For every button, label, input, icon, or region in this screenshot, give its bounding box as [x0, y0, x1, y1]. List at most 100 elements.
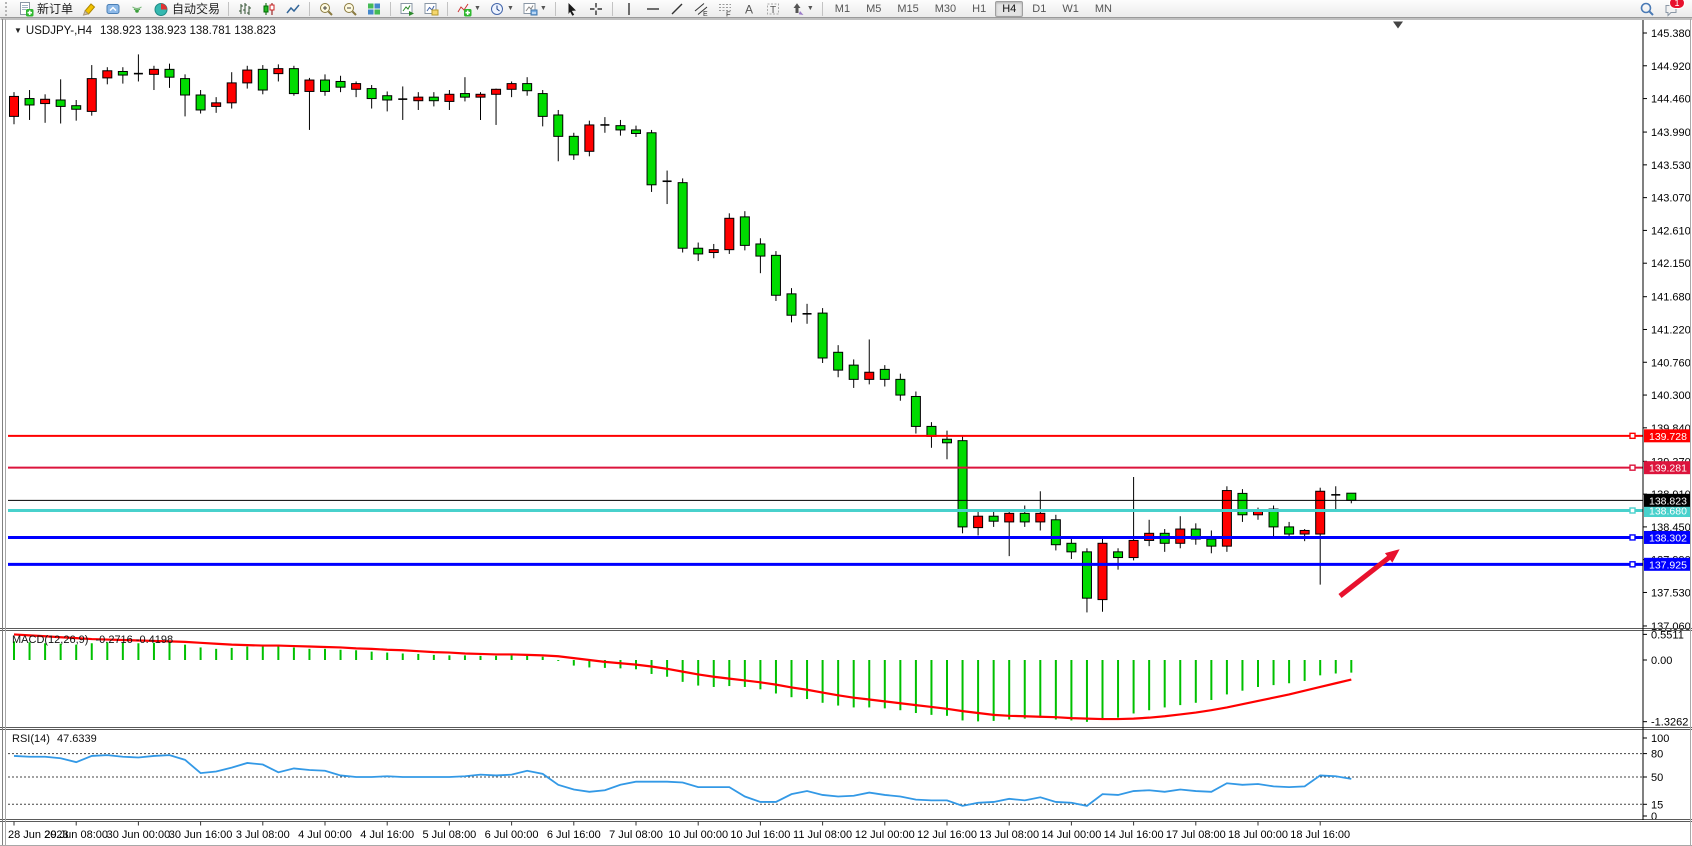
hline-object-139.728[interactable] — [8, 432, 1643, 440]
line-chart-button[interactable] — [282, 0, 304, 18]
svg-text:0: 0 — [1651, 811, 1657, 823]
crosshair-button[interactable] — [585, 0, 607, 18]
macd-name: MACD(12,26,9) — [12, 634, 89, 646]
tile-windows-icon — [368, 3, 381, 14]
search-button[interactable] — [1636, 0, 1658, 18]
hline-object-138.680[interactable] — [8, 507, 1643, 514]
trend-arrow-annotation[interactable] — [1338, 549, 1400, 598]
svg-text:139.281: 139.281 — [1649, 463, 1687, 475]
indicators-dropdown-caret: ▼ — [474, 5, 481, 12]
svg-text:50: 50 — [1651, 772, 1663, 784]
new-order-button[interactable]: 新订单 — [15, 0, 76, 18]
svg-text:144.460: 144.460 — [1651, 94, 1691, 106]
periods-clock-icon — [490, 2, 503, 15]
text-button[interactable]: A — [738, 0, 760, 18]
cursor-button[interactable] — [561, 0, 583, 18]
highlighter-button[interactable] — [78, 0, 100, 18]
indicators-button[interactable]: ▼ — [453, 0, 484, 18]
templates-button[interactable]: ▼ — [519, 0, 550, 18]
price-tag-138.302: 138.302 — [1644, 530, 1691, 544]
zoom-in-button[interactable] — [315, 0, 337, 18]
svg-text:13 Jul 08:00: 13 Jul 08:00 — [979, 829, 1039, 841]
vertical-line-button[interactable] — [618, 0, 640, 18]
price-tag-139.281: 139.281 — [1644, 461, 1691, 475]
svg-text:15: 15 — [1651, 799, 1663, 811]
crosshair-icon — [589, 2, 602, 15]
svg-text:0.00: 0.00 — [1651, 655, 1672, 667]
equidistant-channel-button[interactable]: E — [690, 0, 712, 18]
svg-text:F: F — [726, 9, 731, 17]
arrows-dropdown-caret: ▼ — [806, 5, 814, 12]
timeframe-button-mn[interactable]: MN — [1094, 2, 1112, 15]
vertical-line-icon — [628, 2, 630, 15]
svg-text:138.302: 138.302 — [1649, 532, 1687, 544]
search-icon — [1640, 2, 1654, 16]
timeframe-button-w1[interactable]: W1 — [1062, 2, 1079, 15]
hline-object-139.281[interactable] — [8, 464, 1643, 471]
toolbar-separator — [228, 1, 230, 16]
tile-windows-button[interactable] — [363, 0, 385, 18]
svg-text:143.070: 143.070 — [1651, 193, 1691, 205]
macd-signal-line — [13, 633, 1352, 721]
svg-text:A: A — [745, 2, 753, 16]
timeframe-button-m1[interactable]: M1 — [834, 2, 851, 15]
timeframe-button-d1[interactable]: D1 — [1032, 2, 1047, 15]
cursor-icon — [568, 2, 576, 16]
zoom-out-icon — [344, 2, 357, 16]
horizontal-line-button[interactable] — [642, 0, 664, 18]
svg-text:E: E — [703, 11, 708, 17]
svg-text:3 Jul 08:00: 3 Jul 08:00 — [236, 829, 290, 841]
svg-text:18 Jul 16:00: 18 Jul 16:00 — [1290, 829, 1350, 841]
arrows-button[interactable]: ▼ — [786, 0, 817, 18]
chart-shift-marker[interactable] — [1393, 21, 1403, 29]
trendline-icon — [671, 3, 683, 14]
price-axis[interactable]: 145.380 144.920 144.460 143.990 143.530 143.0… — [1643, 18, 1692, 820]
timeframe-button-m30[interactable]: M30 — [934, 2, 957, 15]
bar-chart-button[interactable] — [234, 0, 256, 18]
svg-text:7 Jul 08:00: 7 Jul 08:00 — [609, 829, 663, 841]
rsi-line — [13, 754, 1352, 807]
publish-chart-button[interactable] — [102, 0, 124, 18]
fibonacci-button[interactable]: F — [714, 0, 736, 18]
text-label-button[interactable]: T — [762, 0, 784, 18]
timeframe-button-m5[interactable]: M5 — [866, 2, 882, 15]
svg-text:11 Jul 08:00: 11 Jul 08:00 — [793, 829, 852, 841]
candlestick-chart-button[interactable] — [258, 0, 280, 18]
toolbar-separator — [447, 1, 449, 16]
chart-window[interactable]: 145.380 144.920 144.460 143.990 143.530 143.0… — [0, 18, 1692, 846]
current-price-tag: 138.823 — [1644, 493, 1691, 507]
chart-profiles-icon — [424, 2, 439, 15]
chart-canvas[interactable]: 145.380 144.920 144.460 143.990 143.530 143.0… — [0, 18, 1692, 846]
equidistant-channel-icon: E — [694, 2, 708, 17]
svg-text:142.610: 142.610 — [1651, 225, 1691, 237]
toolbar-drag-handle[interactable] — [5, 1, 11, 16]
hline-object-138.302[interactable] — [8, 534, 1643, 541]
chart-ohlc-values: 138.923 138.923 138.781 138.823 — [99, 25, 276, 37]
hline-object-137.925[interactable] — [8, 561, 1643, 568]
autotrade-button[interactable]: 自动交易 — [150, 0, 223, 18]
svg-text:29 Jun 08:00: 29 Jun 08:00 — [44, 829, 108, 841]
symbol-collapse-marker[interactable]: ▼ — [14, 26, 22, 35]
macd-values: -0.2716 -0.4198 — [95, 634, 174, 646]
new-chart-button[interactable] — [396, 0, 418, 18]
periods-button[interactable]: ▼ — [486, 0, 517, 18]
chart-profiles-button[interactable] — [420, 0, 442, 18]
notifications-button[interactable]: 1 — [1660, 0, 1685, 18]
signal-button[interactable] — [126, 0, 148, 18]
trendline-button[interactable] — [666, 0, 688, 18]
new-order-label: 新订单 — [37, 2, 74, 16]
svg-text:140.760: 140.760 — [1651, 357, 1691, 369]
svg-text:12 Jul 00:00: 12 Jul 00:00 — [855, 829, 915, 841]
timeframe-button-h1[interactable]: H1 — [972, 2, 987, 15]
fibonacci-icon: F — [718, 3, 731, 17]
svg-text:14 Jul 16:00: 14 Jul 16:00 — [1104, 829, 1164, 841]
toolbar-separator — [821, 1, 823, 16]
svg-text:137.060: 137.060 — [1651, 621, 1691, 633]
timeframe-button-h4[interactable]: H4 — [995, 0, 1024, 17]
bar-chart-icon — [239, 2, 252, 15]
timeframe-button-m15[interactable]: M15 — [897, 2, 919, 15]
zoom-out-button[interactable] — [339, 0, 361, 18]
templates-icon — [523, 2, 538, 15]
